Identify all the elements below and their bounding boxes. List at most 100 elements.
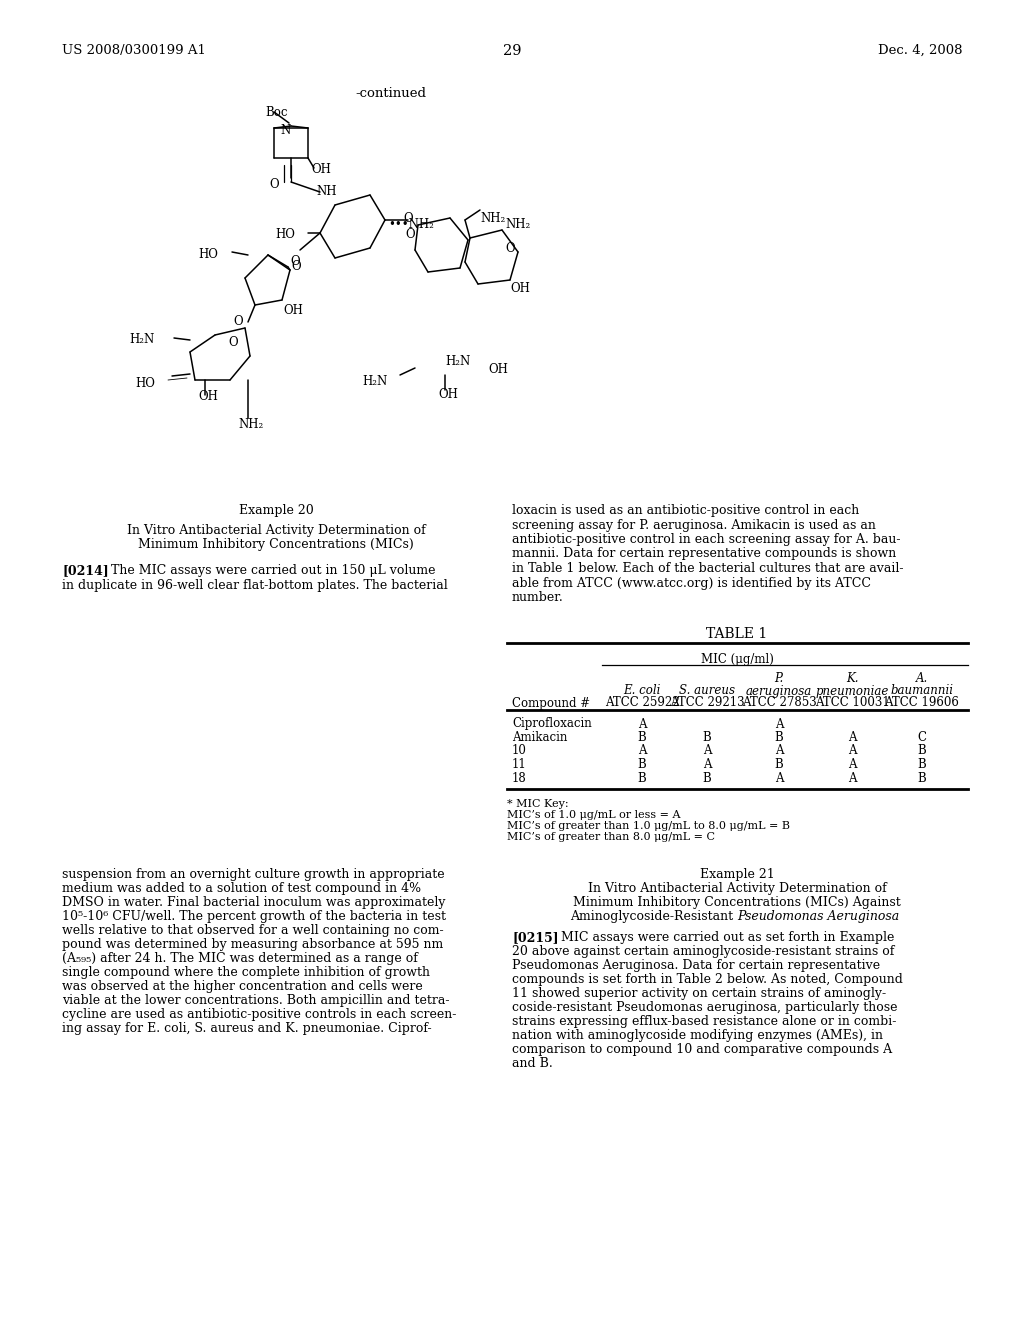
Text: OH: OH: [438, 388, 458, 401]
Text: B: B: [702, 771, 712, 784]
Text: (A₅₉₅) after 24 h. The MIC was determined as a range of: (A₅₉₅) after 24 h. The MIC was determine…: [62, 952, 418, 965]
Text: medium was added to a solution of test compound in 4%: medium was added to a solution of test c…: [62, 882, 421, 895]
Text: S. aureus: S. aureus: [679, 685, 735, 697]
Text: In Vitro Antibacterial Activity Determination of: In Vitro Antibacterial Activity Determin…: [127, 524, 425, 537]
Text: In Vitro Antibacterial Activity Determination of: In Vitro Antibacterial Activity Determin…: [588, 882, 887, 895]
Text: mannii. Data for certain representative compounds is shown: mannii. Data for certain representative …: [512, 548, 896, 561]
Text: pound was determined by measuring absorbance at 595 nm: pound was determined by measuring absorb…: [62, 939, 443, 950]
Text: A: A: [848, 758, 856, 771]
Text: strains expressing efflux-based resistance alone or in combi-: strains expressing efflux-based resistan…: [512, 1015, 896, 1028]
Text: OH: OH: [283, 304, 303, 317]
Text: A: A: [775, 718, 783, 730]
Text: Amikacin: Amikacin: [512, 731, 567, 744]
Text: O: O: [505, 242, 515, 255]
Text: 10: 10: [512, 744, 527, 758]
Text: 11 showed superior activity on certain strains of aminogly-: 11 showed superior activity on certain s…: [512, 987, 886, 1001]
Text: A: A: [702, 744, 712, 758]
Text: -continued: -continued: [355, 87, 426, 100]
Text: suspension from an overnight culture growth in appropriate: suspension from an overnight culture gro…: [62, 869, 444, 880]
Text: and B.: and B.: [512, 1057, 553, 1071]
Text: NH: NH: [316, 185, 337, 198]
Text: O: O: [406, 228, 415, 242]
Text: O: O: [228, 337, 238, 348]
Text: HO: HO: [275, 228, 295, 242]
Text: •••NH₂: •••NH₂: [388, 218, 434, 231]
Text: number.: number.: [512, 591, 564, 605]
Text: cycline are used as antibiotic-positive controls in each screen-: cycline are used as antibiotic-positive …: [62, 1008, 457, 1020]
Text: OH: OH: [198, 389, 218, 403]
Text: DMSO in water. Final bacterial inoculum was approximately: DMSO in water. Final bacterial inoculum …: [62, 896, 445, 909]
Text: B: B: [918, 758, 927, 771]
Text: B: B: [638, 771, 646, 784]
Text: Minimum Inhibitory Concentrations (MICs) Against: Minimum Inhibitory Concentrations (MICs)…: [573, 896, 901, 909]
Text: * MIC Key:: * MIC Key:: [507, 799, 568, 809]
Text: HO: HO: [198, 248, 218, 261]
Text: Pseudomonas Aeruginosa. Data for certain representative: Pseudomonas Aeruginosa. Data for certain…: [512, 960, 880, 972]
Text: H₂N: H₂N: [445, 355, 470, 368]
Text: H₂N: H₂N: [130, 333, 155, 346]
Text: 18: 18: [512, 771, 526, 784]
Text: viable at the lower concentrations. Both ampicillin and tetra-: viable at the lower concentrations. Both…: [62, 994, 450, 1007]
Text: N: N: [281, 124, 291, 137]
Text: B: B: [774, 758, 783, 771]
Text: A: A: [775, 771, 783, 784]
Text: ing assay for E. coli, S. aureus and K. pneumoniae. Ciprof-: ing assay for E. coli, S. aureus and K. …: [62, 1022, 432, 1035]
Text: A: A: [702, 758, 712, 771]
Text: O: O: [269, 178, 279, 191]
Text: ATCC 19606: ATCC 19606: [885, 697, 959, 710]
Text: pneumoniae: pneumoniae: [815, 685, 889, 697]
Text: H₂N: H₂N: [362, 375, 388, 388]
Text: B: B: [638, 731, 646, 744]
Text: loxacin is used as an antibiotic-positive control in each: loxacin is used as an antibiotic-positiv…: [512, 504, 859, 517]
Text: The MIC assays were carried out in 150 μL volume: The MIC assays were carried out in 150 μ…: [99, 564, 435, 577]
Text: Minimum Inhibitory Concentrations (MICs): Minimum Inhibitory Concentrations (MICs): [138, 539, 414, 550]
Text: wells relative to that observed for a well containing no com-: wells relative to that observed for a we…: [62, 924, 443, 937]
Text: A: A: [775, 744, 783, 758]
Text: B: B: [702, 731, 712, 744]
Text: Ciprofloxacin: Ciprofloxacin: [512, 718, 592, 730]
Text: B: B: [774, 731, 783, 744]
Text: MIC’s of 1.0 μg/mL or less = A: MIC’s of 1.0 μg/mL or less = A: [507, 810, 681, 820]
Text: aeruginosa: aeruginosa: [745, 685, 812, 697]
Text: O: O: [233, 315, 243, 327]
Text: MIC’s of greater than 8.0 μg/mL = C: MIC’s of greater than 8.0 μg/mL = C: [507, 832, 715, 842]
Text: O: O: [403, 213, 413, 224]
Text: 10⁵-10⁶ CFU/well. The percent growth of the bacteria in test: 10⁵-10⁶ CFU/well. The percent growth of …: [62, 909, 446, 923]
Text: ATCC 29213: ATCC 29213: [670, 697, 744, 710]
Text: US 2008/0300199 A1: US 2008/0300199 A1: [62, 44, 206, 57]
Text: compounds is set forth in Table 2 below. As noted, Compound: compounds is set forth in Table 2 below.…: [512, 973, 903, 986]
Text: B: B: [918, 744, 927, 758]
Text: 11: 11: [512, 758, 526, 771]
Text: NH₂: NH₂: [480, 213, 505, 224]
Text: OH: OH: [311, 162, 331, 176]
Text: able from ATCC (www.atcc.org) is identified by its ATCC: able from ATCC (www.atcc.org) is identif…: [512, 577, 871, 590]
Text: OH: OH: [510, 282, 529, 294]
Text: A: A: [638, 744, 646, 758]
Text: A: A: [848, 744, 856, 758]
Text: 20 above against certain aminoglycoside-resistant strains of: 20 above against certain aminoglycoside-…: [512, 945, 894, 958]
Text: E. coli: E. coli: [624, 685, 660, 697]
Text: single compound where the complete inhibition of growth: single compound where the complete inhib…: [62, 966, 430, 979]
Text: Compound #: Compound #: [512, 697, 590, 710]
Text: baumannii: baumannii: [891, 685, 953, 697]
Text: in Table 1 below. Each of the bacterial cultures that are avail-: in Table 1 below. Each of the bacterial …: [512, 562, 903, 576]
Text: screening assay for P. aeruginosa. Amikacin is used as an: screening assay for P. aeruginosa. Amika…: [512, 519, 876, 532]
Text: MIC assays were carried out as set forth in Example: MIC assays were carried out as set forth…: [549, 931, 894, 944]
Text: A: A: [848, 771, 856, 784]
Text: Example 21: Example 21: [699, 869, 774, 880]
Text: NH₂: NH₂: [238, 418, 263, 432]
Text: OH: OH: [488, 363, 508, 376]
Text: NH₂: NH₂: [505, 218, 530, 231]
Text: A: A: [848, 731, 856, 744]
Text: B: B: [638, 758, 646, 771]
Text: HO: HO: [135, 378, 155, 389]
Text: nation with aminoglycoside modifying enzymes (AMEs), in: nation with aminoglycoside modifying enz…: [512, 1030, 883, 1041]
Text: ATCC 25922: ATCC 25922: [605, 697, 679, 710]
Text: K.: K.: [846, 672, 858, 685]
Text: [0215]: [0215]: [512, 931, 559, 944]
Text: MIC’s of greater than 1.0 μg/mL to 8.0 μg/mL = B: MIC’s of greater than 1.0 μg/mL to 8.0 μ…: [507, 821, 790, 832]
Text: was observed at the higher concentration and cells were: was observed at the higher concentration…: [62, 979, 423, 993]
Text: ATCC 27853: ATCC 27853: [741, 697, 816, 710]
Text: coside-resistant Pseudomonas aeruginosa, particularly those: coside-resistant Pseudomonas aeruginosa,…: [512, 1001, 897, 1014]
Text: P.: P.: [774, 672, 783, 685]
